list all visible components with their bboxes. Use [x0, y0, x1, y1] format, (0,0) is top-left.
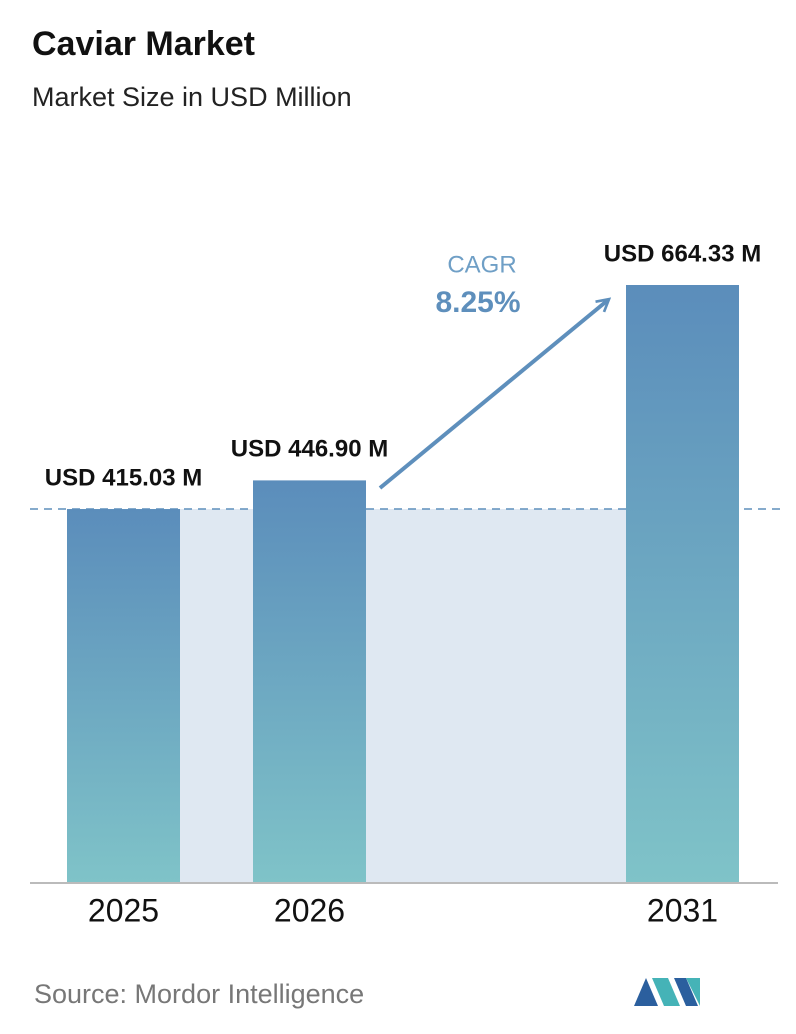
chart-title: Caviar Market	[32, 25, 255, 63]
cagr-arrow	[378, 300, 608, 490]
source: Source: Mordor Intelligence	[34, 979, 364, 1009]
cagr-value: 8.25%	[435, 286, 520, 319]
bar	[253, 480, 366, 882]
value-label: USD 415.03 M	[45, 464, 202, 491]
bar	[626, 285, 739, 882]
x-tick-label: 2026	[274, 892, 345, 928]
logo	[634, 978, 700, 1006]
bar	[67, 509, 180, 882]
value-label: USD 664.33 M	[604, 240, 761, 267]
chart-subtitle: Market Size in USD Million	[32, 82, 352, 112]
x-tick-label: 2025	[88, 892, 159, 928]
value-label: USD 446.90 M	[231, 436, 388, 463]
x-tick-label: 2031	[647, 892, 718, 928]
cagr-label: CAGR	[447, 251, 516, 278]
